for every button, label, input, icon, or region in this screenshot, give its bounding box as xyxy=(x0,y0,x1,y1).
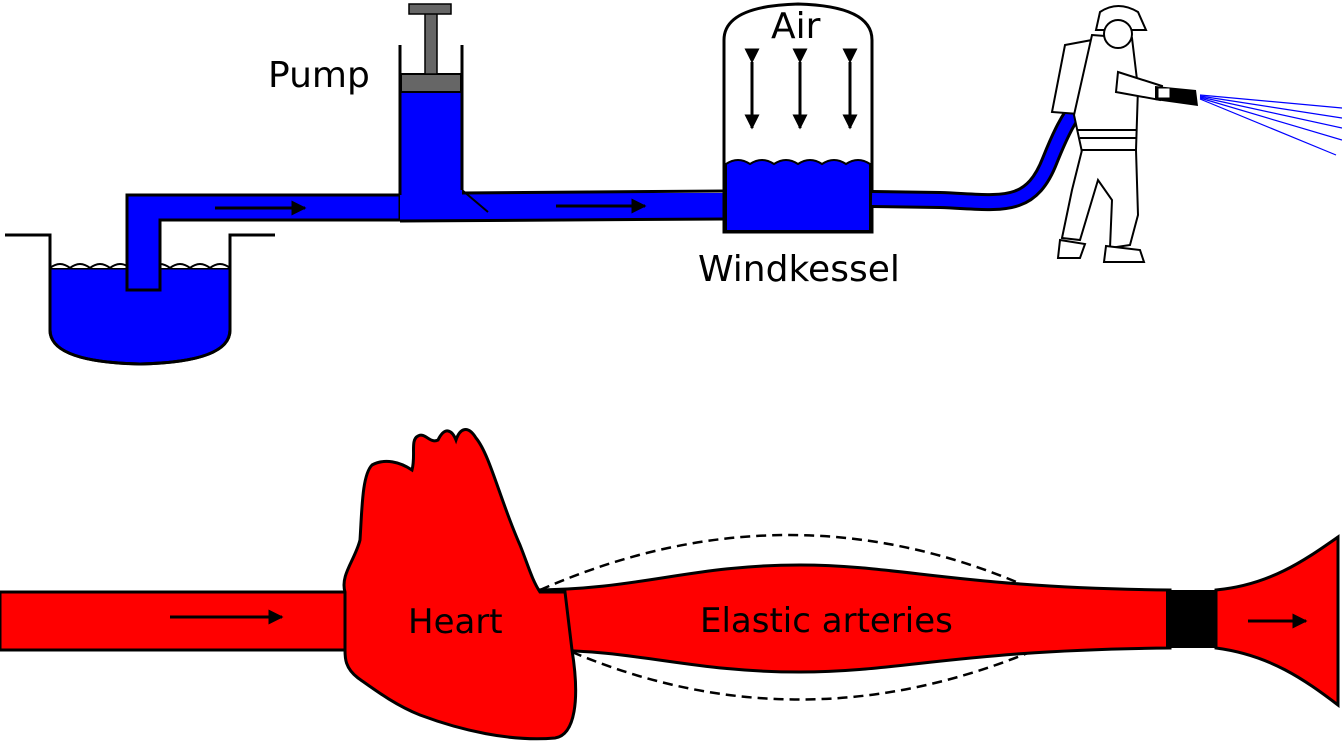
pump-piston xyxy=(400,73,462,93)
pump-label: Pump xyxy=(268,55,370,96)
blood-vessel xyxy=(0,590,347,652)
windkessel-chamber xyxy=(722,2,874,234)
arteries-expansion-bottom xyxy=(571,648,1036,701)
pump-handle xyxy=(408,3,452,15)
main-pipe xyxy=(125,189,726,292)
heart-label: Heart xyxy=(408,602,503,642)
cardiovascular-model: Heart Elastic arteries xyxy=(0,428,1340,741)
firefighter-figure xyxy=(1050,5,1164,263)
air-pressure-arrows xyxy=(744,48,858,130)
windkessel-label: Windkessel xyxy=(698,249,900,290)
hose-nozzle xyxy=(1155,86,1198,106)
pump-rod xyxy=(424,11,438,75)
reservoir xyxy=(5,233,275,366)
pump-cylinder xyxy=(398,3,464,205)
arteries-label: Elastic arteries xyxy=(700,601,953,641)
heart xyxy=(342,428,578,741)
arteries-expansion-top xyxy=(539,533,1036,592)
water-spray xyxy=(1199,94,1342,156)
air-label: Air xyxy=(771,6,821,47)
hydraulic-model: Pump Air Windkessel xyxy=(5,2,1342,366)
resistance-block xyxy=(1166,590,1216,648)
